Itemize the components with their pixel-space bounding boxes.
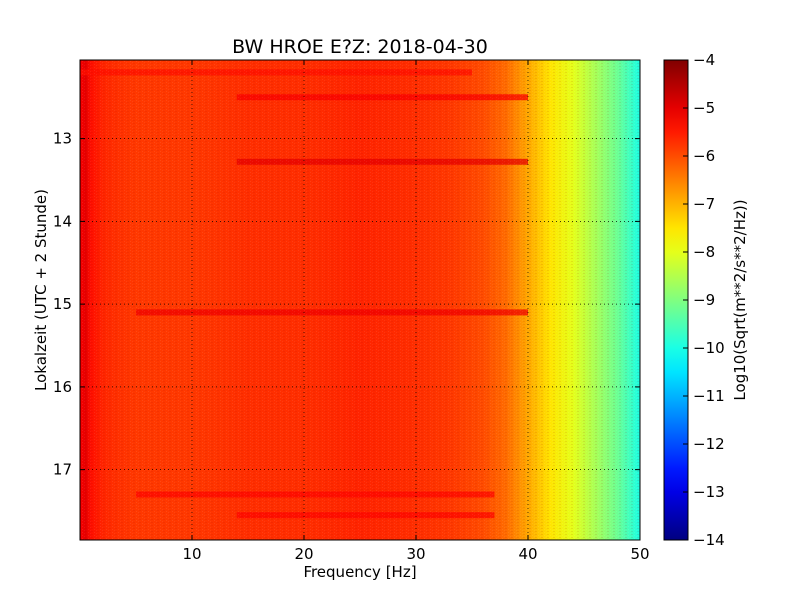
colorbar-label: Log10(Sqrt(m**2/s**2/Hz)) — [731, 199, 749, 400]
y-tick-label: 14 — [53, 212, 72, 230]
grid-lines — [80, 60, 640, 540]
colorbar-tick-label: −5 — [693, 99, 715, 117]
x-tick-label: 40 — [518, 545, 537, 563]
x-tick-label: 10 — [182, 545, 201, 563]
y-axis-label: Lokalzeit (UTC + 2 Stunde) — [32, 189, 50, 391]
colorbar-tick-label: −7 — [693, 195, 715, 213]
colorbar-tick-label: −4 — [693, 51, 715, 69]
spectrogram-texture — [80, 60, 640, 540]
y-axis: 13 14 15 16 17 — [53, 130, 640, 479]
colorbar: −4 −5 −6 −7 −8 −9 −10 −11 −12 −13 −14 Log10(Sqrt(m… — [663, 51, 749, 549]
y-tick-label: 13 — [53, 130, 72, 148]
colorbar-tick-label: −12 — [693, 435, 725, 453]
spectrogram-plot: 10 20 30 40 50 13 14 15 16 17 — [53, 59, 650, 563]
y-tick-label: 16 — [53, 378, 72, 396]
colorbar-tick-label: −6 — [693, 147, 715, 165]
y-tick-label: 17 — [53, 461, 72, 479]
x-tick-label: 50 — [630, 545, 649, 563]
plot-frame — [79, 59, 641, 541]
colorbar-tick-label: −10 — [693, 339, 725, 357]
colorbar-tick-label: −14 — [693, 531, 725, 549]
y-tick-label: 15 — [53, 295, 72, 313]
colorbar-ticks: −4 −5 −6 −7 −8 −9 −10 −11 −12 −13 −14 — [683, 51, 725, 549]
colorbar-tick-label: −8 — [693, 243, 715, 261]
colorbar-tick-label: −11 — [693, 387, 725, 405]
x-tick-label: 20 — [294, 545, 313, 563]
x-axis-label: Frequency [Hz] — [303, 563, 416, 581]
colorbar-tick-label: −13 — [693, 483, 725, 501]
chart-title: BW HROE E?Z: 2018-04-30 — [232, 36, 488, 58]
x-tick-label: 30 — [406, 545, 425, 563]
x-axis: 10 20 30 40 50 — [182, 60, 650, 563]
colorbar-tick-label: −9 — [693, 291, 715, 309]
